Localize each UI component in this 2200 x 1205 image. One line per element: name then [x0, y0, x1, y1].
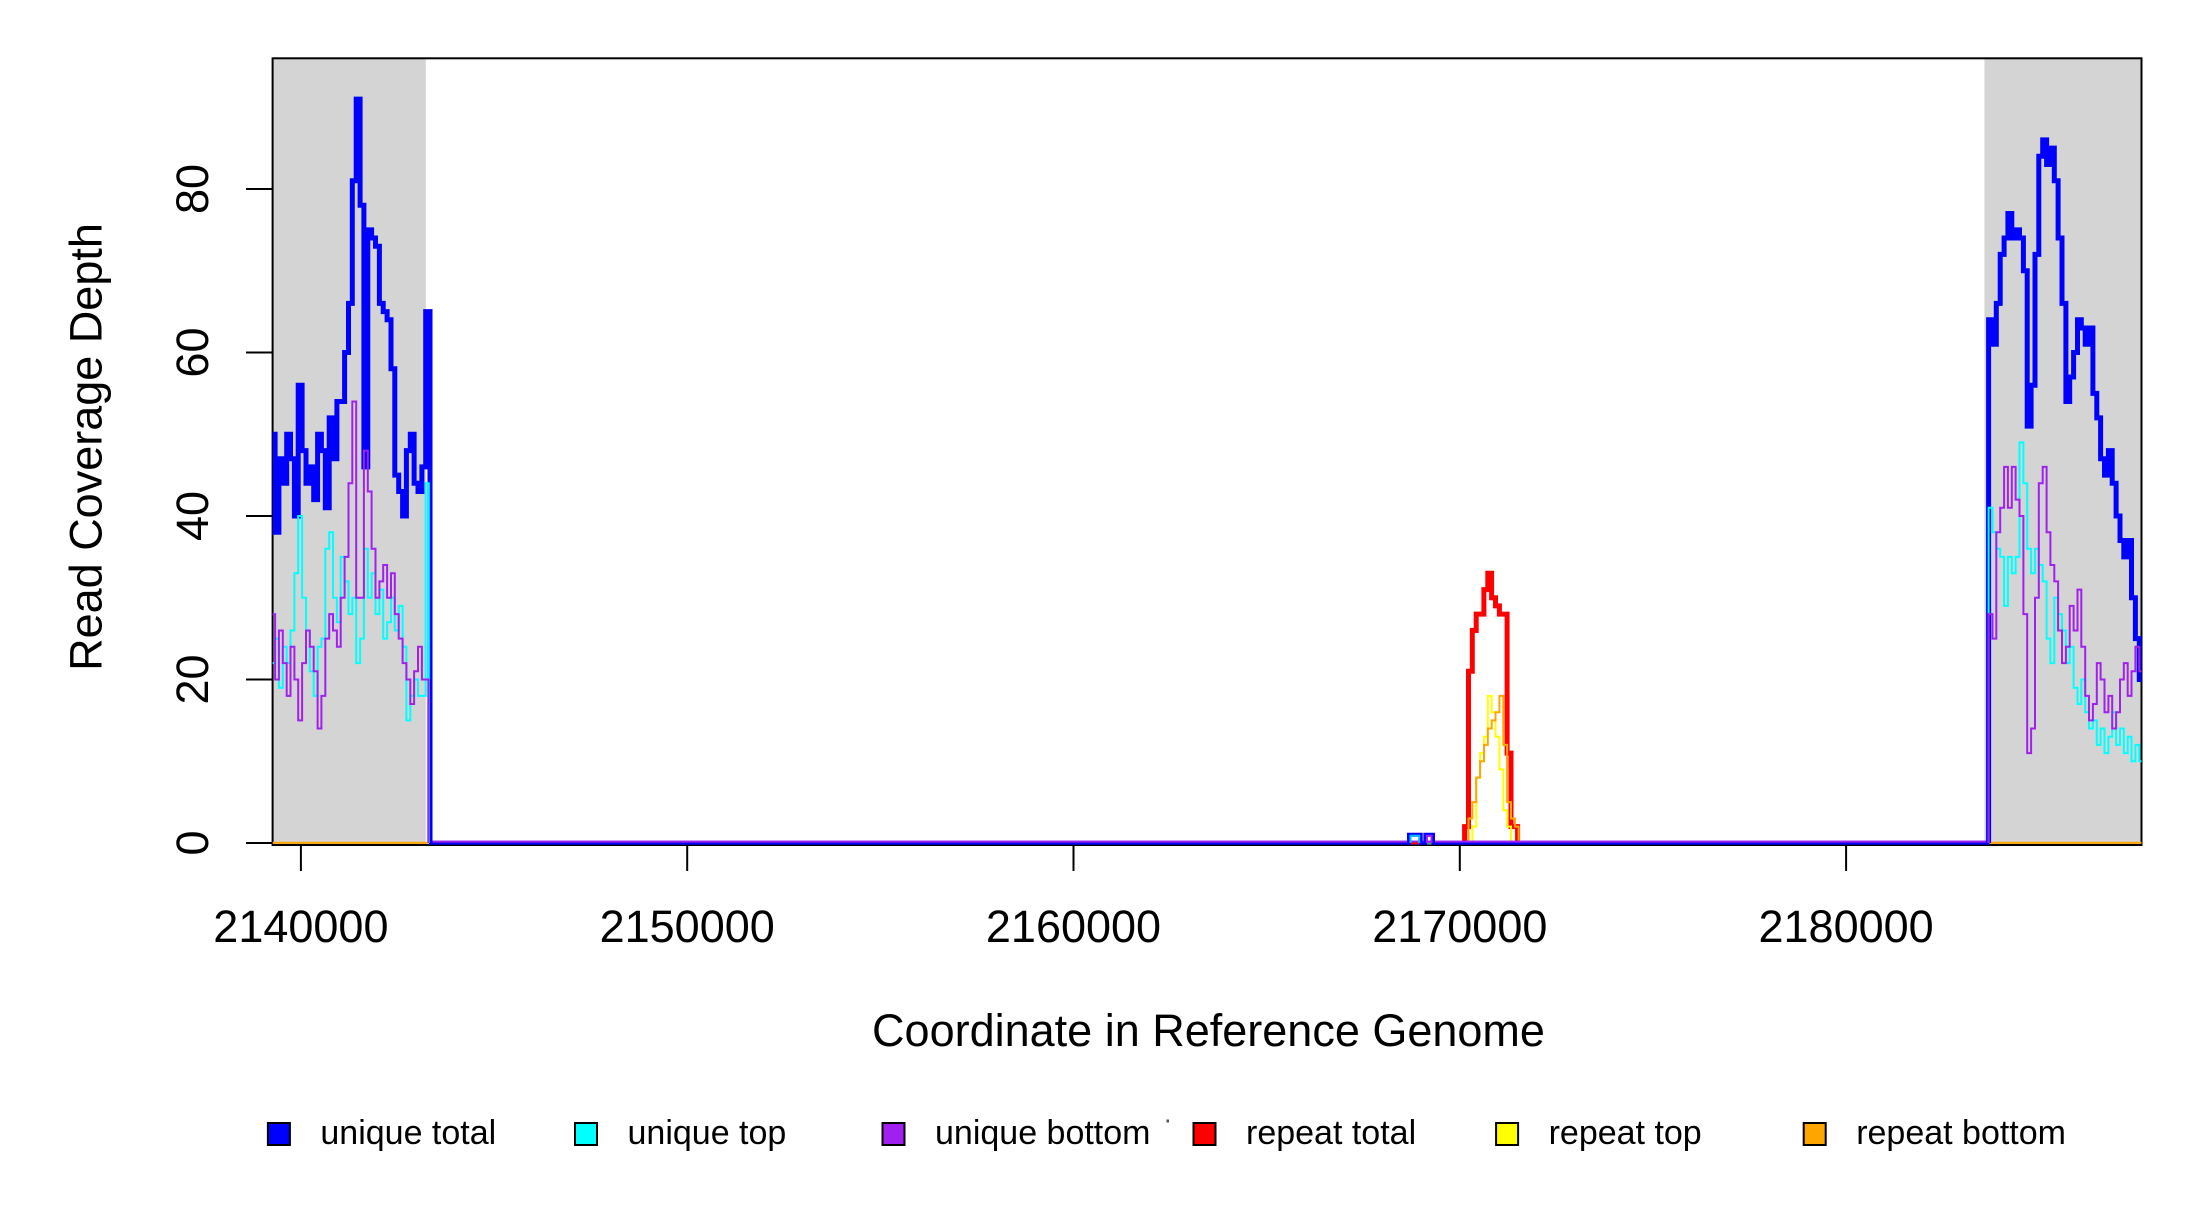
svg-text:2160000: 2160000 [986, 901, 1161, 952]
svg-text:repeat bottom: repeat bottom [1856, 1114, 2066, 1152]
svg-text:2140000: 2140000 [213, 901, 388, 952]
svg-text:80: 80 [167, 164, 218, 214]
svg-text:2170000: 2170000 [1372, 901, 1547, 952]
svg-text:repeat top: repeat top [1549, 1114, 1702, 1152]
svg-text:unique bottom: unique bottom [935, 1114, 1151, 1152]
svg-text:unique top: unique top [628, 1114, 787, 1152]
svg-text:20: 20 [167, 654, 218, 704]
svg-text:60: 60 [167, 327, 218, 377]
svg-text:40: 40 [167, 491, 218, 541]
svg-text:repeat total: repeat total [1246, 1114, 1416, 1152]
svg-text:2180000: 2180000 [1758, 901, 1933, 952]
svg-text:0: 0 [167, 830, 218, 855]
svg-text:2150000: 2150000 [600, 901, 775, 952]
svg-text:Read Coverage Depth: Read Coverage Depth [61, 223, 112, 671]
svg-text:Coordinate in Reference Genome: Coordinate in Reference Genome [872, 1005, 1545, 1056]
svg-text:unique total: unique total [320, 1114, 496, 1152]
